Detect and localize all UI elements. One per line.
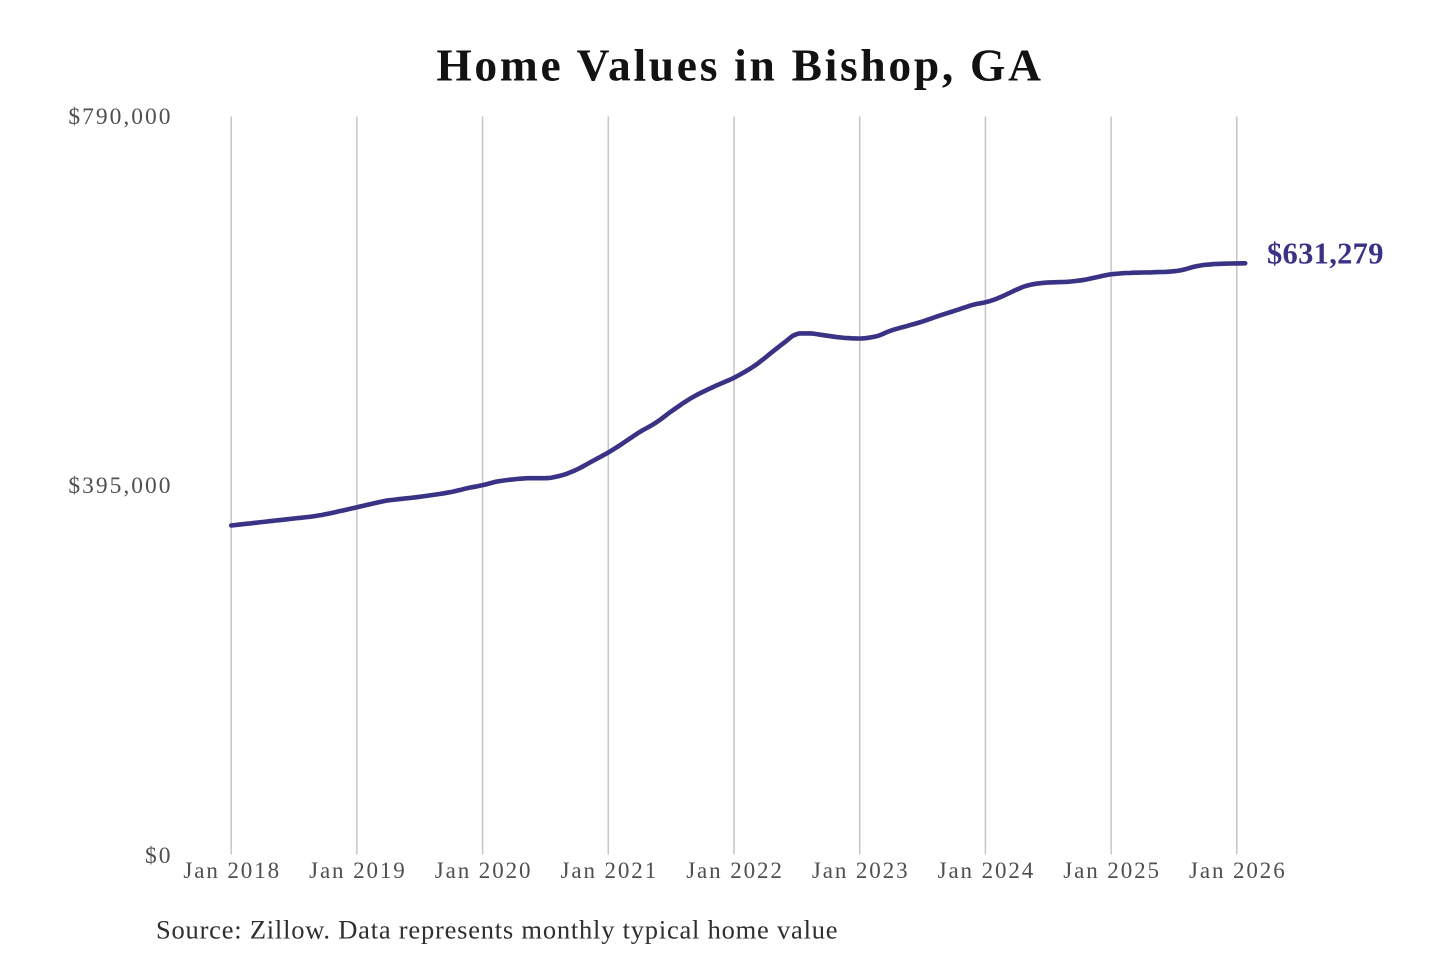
svg-text:$631,279: $631,279 — [1267, 237, 1384, 271]
svg-text:Jan 2025: Jan 2025 — [1063, 858, 1161, 883]
svg-text:$395,000: $395,000 — [68, 473, 172, 499]
svg-text:Source: Zillow. Data represent: Source: Zillow. Data represents monthly … — [156, 915, 838, 945]
svg-text:Home Values in Bishop, GA: Home Values in Bishop, GA — [436, 40, 1043, 91]
svg-text:$790,000: $790,000 — [68, 104, 172, 130]
svg-text:Jan 2023: Jan 2023 — [812, 858, 910, 883]
svg-text:Jan 2019: Jan 2019 — [309, 858, 407, 883]
svg-text:Jan 2022: Jan 2022 — [686, 858, 784, 883]
svg-text:Jan 2021: Jan 2021 — [560, 858, 658, 883]
svg-text:Jan 2020: Jan 2020 — [435, 858, 533, 883]
svg-text:Jan 2024: Jan 2024 — [938, 858, 1036, 883]
svg-text:$0: $0 — [145, 843, 173, 869]
svg-text:Jan 2018: Jan 2018 — [183, 858, 281, 883]
svg-text:Jan 2026: Jan 2026 — [1189, 858, 1287, 883]
